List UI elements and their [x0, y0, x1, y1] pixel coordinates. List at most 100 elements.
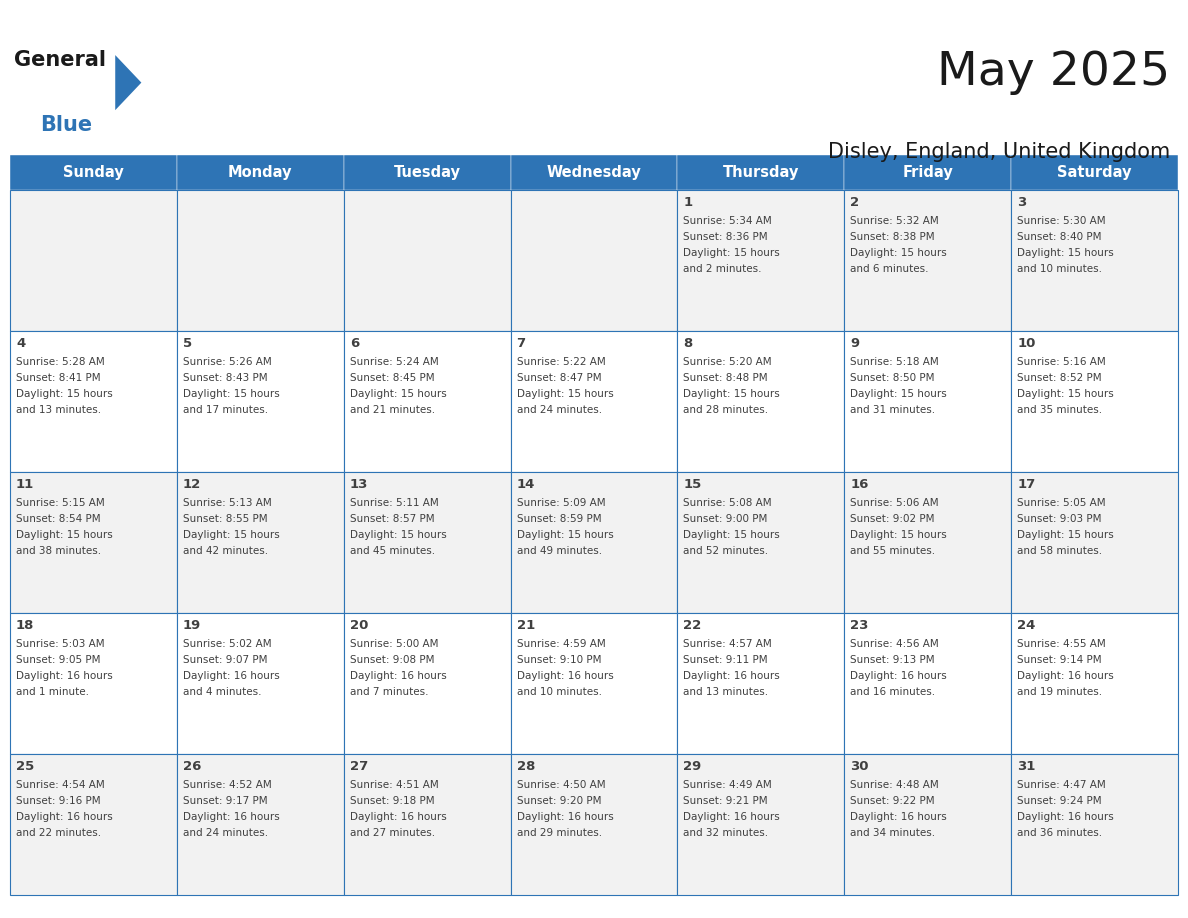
Text: Daylight: 16 hours: Daylight: 16 hours	[851, 671, 947, 681]
Text: Daylight: 15 hours: Daylight: 15 hours	[183, 530, 279, 540]
Text: Sunrise: 5:08 AM: Sunrise: 5:08 AM	[683, 498, 772, 508]
Text: Sunrise: 4:52 AM: Sunrise: 4:52 AM	[183, 780, 272, 790]
Text: Daylight: 15 hours: Daylight: 15 hours	[1017, 530, 1114, 540]
Text: Sunset: 9:08 PM: Sunset: 9:08 PM	[349, 655, 435, 665]
Text: Monday: Monday	[228, 165, 292, 180]
Text: and 4 minutes.: and 4 minutes.	[183, 687, 261, 697]
Text: Sunrise: 5:24 AM: Sunrise: 5:24 AM	[349, 357, 438, 367]
Text: Sunrise: 5:09 AM: Sunrise: 5:09 AM	[517, 498, 605, 508]
Text: Sunset: 9:13 PM: Sunset: 9:13 PM	[851, 655, 935, 665]
Text: and 1 minute.: and 1 minute.	[15, 687, 89, 697]
Text: 2: 2	[851, 196, 859, 209]
Text: Sunrise: 5:15 AM: Sunrise: 5:15 AM	[15, 498, 105, 508]
Text: 8: 8	[683, 337, 693, 350]
Text: Daylight: 16 hours: Daylight: 16 hours	[183, 812, 279, 822]
Text: 4: 4	[15, 337, 25, 350]
Text: Saturday: Saturday	[1057, 165, 1132, 180]
Text: Daylight: 15 hours: Daylight: 15 hours	[1017, 248, 1114, 258]
Text: 16: 16	[851, 478, 868, 491]
Text: Sunrise: 4:55 AM: Sunrise: 4:55 AM	[1017, 639, 1106, 649]
Text: Sunset: 9:14 PM: Sunset: 9:14 PM	[1017, 655, 1101, 665]
Text: Sunset: 9:21 PM: Sunset: 9:21 PM	[683, 796, 769, 806]
Text: Daylight: 15 hours: Daylight: 15 hours	[683, 530, 781, 540]
Text: Sunset: 8:36 PM: Sunset: 8:36 PM	[683, 232, 769, 242]
Text: 5: 5	[183, 337, 192, 350]
Text: Daylight: 16 hours: Daylight: 16 hours	[517, 671, 613, 681]
Text: Daylight: 16 hours: Daylight: 16 hours	[349, 812, 447, 822]
Text: Sunrise: 5:26 AM: Sunrise: 5:26 AM	[183, 357, 272, 367]
Text: 29: 29	[683, 760, 702, 773]
Text: Sunset: 8:59 PM: Sunset: 8:59 PM	[517, 514, 601, 524]
Text: Sunset: 8:48 PM: Sunset: 8:48 PM	[683, 373, 769, 383]
Text: and 55 minutes.: and 55 minutes.	[851, 546, 935, 556]
Text: Daylight: 15 hours: Daylight: 15 hours	[851, 389, 947, 399]
Text: 21: 21	[517, 619, 535, 632]
Text: Daylight: 15 hours: Daylight: 15 hours	[183, 389, 279, 399]
Text: Friday: Friday	[903, 165, 953, 180]
Text: 30: 30	[851, 760, 868, 773]
Text: Sunrise: 5:03 AM: Sunrise: 5:03 AM	[15, 639, 105, 649]
Text: and 29 minutes.: and 29 minutes.	[517, 828, 601, 838]
Text: and 34 minutes.: and 34 minutes.	[851, 828, 935, 838]
Text: Sunrise: 5:18 AM: Sunrise: 5:18 AM	[851, 357, 939, 367]
Text: Sunset: 9:00 PM: Sunset: 9:00 PM	[683, 514, 767, 524]
Text: 11: 11	[15, 478, 34, 491]
Text: Daylight: 16 hours: Daylight: 16 hours	[851, 812, 947, 822]
Text: Daylight: 16 hours: Daylight: 16 hours	[683, 812, 781, 822]
Text: Wednesday: Wednesday	[546, 165, 642, 180]
Text: Sunrise: 4:47 AM: Sunrise: 4:47 AM	[1017, 780, 1106, 790]
Text: Sunset: 9:18 PM: Sunset: 9:18 PM	[349, 796, 435, 806]
Text: Daylight: 15 hours: Daylight: 15 hours	[15, 530, 113, 540]
Text: and 10 minutes.: and 10 minutes.	[1017, 264, 1102, 274]
Text: Daylight: 15 hours: Daylight: 15 hours	[683, 248, 781, 258]
Text: 10: 10	[1017, 337, 1036, 350]
Text: Sunset: 8:55 PM: Sunset: 8:55 PM	[183, 514, 267, 524]
Text: Disley, England, United Kingdom: Disley, England, United Kingdom	[828, 142, 1170, 162]
Text: Sunrise: 5:32 AM: Sunrise: 5:32 AM	[851, 216, 939, 226]
Text: Sunset: 8:41 PM: Sunset: 8:41 PM	[15, 373, 101, 383]
Text: and 36 minutes.: and 36 minutes.	[1017, 828, 1102, 838]
Text: 22: 22	[683, 619, 702, 632]
Text: and 7 minutes.: and 7 minutes.	[349, 687, 428, 697]
Text: and 10 minutes.: and 10 minutes.	[517, 687, 601, 697]
Text: and 42 minutes.: and 42 minutes.	[183, 546, 268, 556]
Text: Daylight: 16 hours: Daylight: 16 hours	[1017, 812, 1114, 822]
Text: Sunset: 8:57 PM: Sunset: 8:57 PM	[349, 514, 435, 524]
Text: 18: 18	[15, 619, 34, 632]
Text: and 35 minutes.: and 35 minutes.	[1017, 405, 1102, 415]
Text: Sunset: 8:40 PM: Sunset: 8:40 PM	[1017, 232, 1101, 242]
Text: and 17 minutes.: and 17 minutes.	[183, 405, 268, 415]
Text: Sunrise: 5:28 AM: Sunrise: 5:28 AM	[15, 357, 105, 367]
Text: Sunrise: 5:02 AM: Sunrise: 5:02 AM	[183, 639, 272, 649]
Text: and 52 minutes.: and 52 minutes.	[683, 546, 769, 556]
Text: Sunset: 8:47 PM: Sunset: 8:47 PM	[517, 373, 601, 383]
Text: Sunrise: 5:20 AM: Sunrise: 5:20 AM	[683, 357, 772, 367]
Text: Daylight: 16 hours: Daylight: 16 hours	[349, 671, 447, 681]
Text: Sunrise: 4:57 AM: Sunrise: 4:57 AM	[683, 639, 772, 649]
Text: Sunrise: 5:22 AM: Sunrise: 5:22 AM	[517, 357, 606, 367]
Text: Sunset: 9:02 PM: Sunset: 9:02 PM	[851, 514, 935, 524]
Text: Sunrise: 5:13 AM: Sunrise: 5:13 AM	[183, 498, 272, 508]
Text: Sunrise: 4:49 AM: Sunrise: 4:49 AM	[683, 780, 772, 790]
Text: 12: 12	[183, 478, 201, 491]
Text: Sunset: 8:52 PM: Sunset: 8:52 PM	[1017, 373, 1101, 383]
Text: Daylight: 15 hours: Daylight: 15 hours	[1017, 389, 1114, 399]
Text: 9: 9	[851, 337, 859, 350]
Text: Sunset: 8:54 PM: Sunset: 8:54 PM	[15, 514, 101, 524]
Text: 31: 31	[1017, 760, 1036, 773]
Text: 19: 19	[183, 619, 201, 632]
Text: Sunrise: 5:11 AM: Sunrise: 5:11 AM	[349, 498, 438, 508]
Text: Sunday: Sunday	[63, 165, 124, 180]
Text: and 31 minutes.: and 31 minutes.	[851, 405, 935, 415]
Text: Daylight: 16 hours: Daylight: 16 hours	[15, 812, 113, 822]
Text: Sunrise: 5:00 AM: Sunrise: 5:00 AM	[349, 639, 438, 649]
Text: Sunset: 9:11 PM: Sunset: 9:11 PM	[683, 655, 769, 665]
Text: 25: 25	[15, 760, 34, 773]
Text: 26: 26	[183, 760, 201, 773]
Text: 24: 24	[1017, 619, 1036, 632]
Text: 27: 27	[349, 760, 368, 773]
Text: Sunrise: 4:51 AM: Sunrise: 4:51 AM	[349, 780, 438, 790]
Text: Sunrise: 5:06 AM: Sunrise: 5:06 AM	[851, 498, 939, 508]
Text: Blue: Blue	[40, 115, 93, 135]
Text: 17: 17	[1017, 478, 1036, 491]
